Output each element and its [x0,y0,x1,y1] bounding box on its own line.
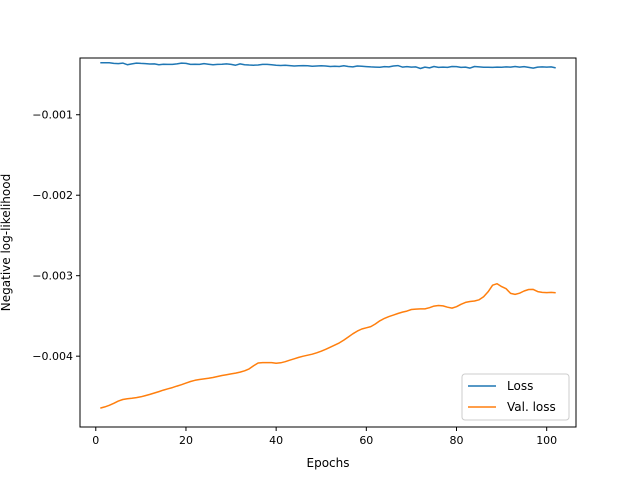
x-tick-label: 40 [269,434,283,447]
x-tick-label: 100 [536,434,557,447]
y-tick-label: −0.004 [32,350,73,363]
x-tick-label: 80 [450,434,464,447]
plot-frame [79,57,577,428]
y-tick-label: −0.001 [32,109,73,122]
y-axis-label: Negative log-likelihood [0,174,13,311]
x-tick-label: 60 [359,434,373,447]
x-tick-label: 0 [92,434,99,447]
legend: Loss Val. loss [461,373,570,421]
y-tick-label: −0.003 [32,270,73,283]
x-axis-label: Epochs [307,456,350,470]
x-tick-label: 20 [179,434,193,447]
y-axis: −0.001 −0.002 −0.003 −0.004 [32,109,80,363]
x-axis: 0 20 40 60 80 100 [92,427,557,447]
y-tick-label: −0.002 [32,189,73,202]
series-line-1 [100,282,556,409]
legend-label: Val. loss [507,400,556,414]
plot-lines [100,61,556,409]
legend-label: Loss [507,379,533,393]
series-line-0 [100,61,556,70]
